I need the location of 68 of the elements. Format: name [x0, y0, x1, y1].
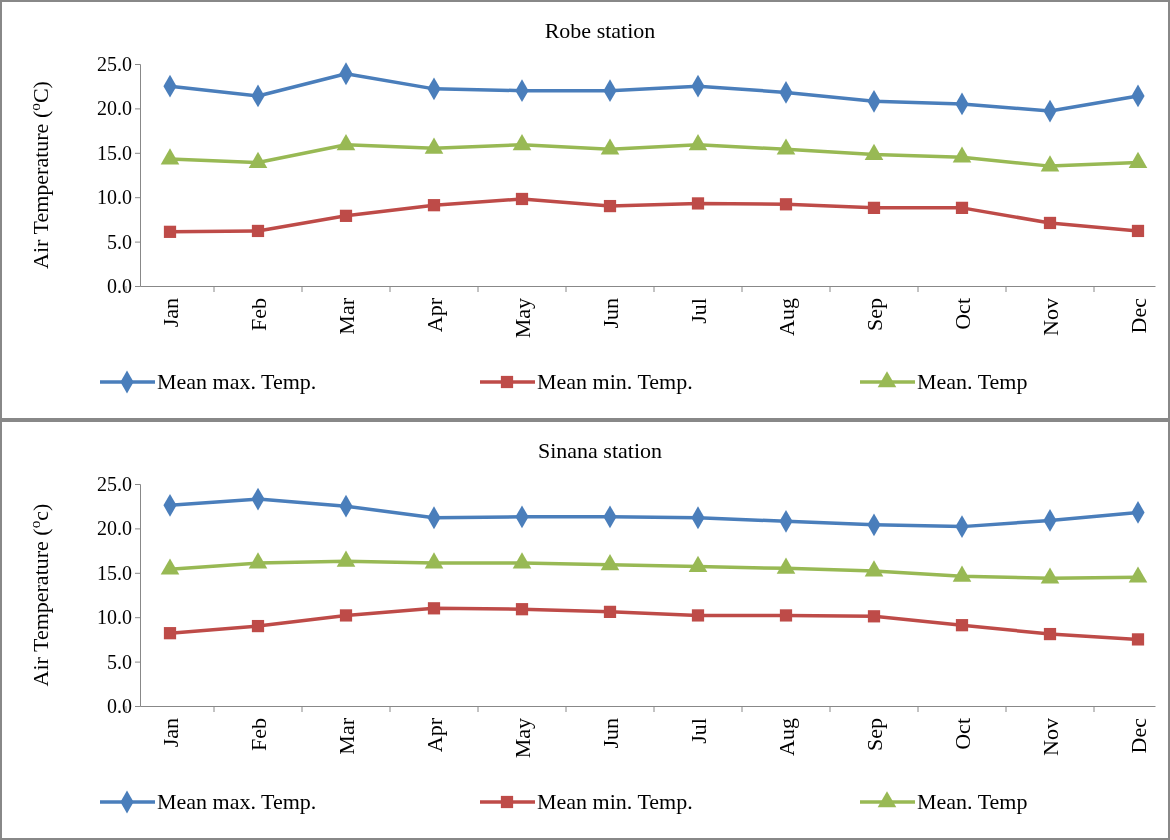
point [1043, 216, 1057, 230]
y-tick-label: 15.0 [97, 141, 132, 164]
point [603, 605, 617, 618]
y-tick-label: 25.0 [97, 52, 132, 75]
point [339, 209, 353, 222]
y-tick-label: 10.0 [97, 606, 132, 629]
x-tick-label: Jan [158, 298, 183, 328]
x-tick-label: Mar [334, 297, 359, 335]
x-tick-label: Jan [158, 718, 183, 748]
legend-label: Mean min. Temp. [537, 789, 693, 814]
y-tick-label: 20.0 [97, 97, 132, 120]
legend-label: Mean. Temp [917, 369, 1028, 394]
x-tick-label: Jul [686, 298, 711, 324]
x-tick-label: Apr [422, 297, 447, 333]
legend-label: Mean max. Temp. [157, 369, 317, 394]
y-tick-label: 25.0 [97, 472, 132, 495]
point [339, 609, 353, 622]
chart-title: Robe station [544, 18, 656, 43]
point [1131, 224, 1145, 238]
legend-label: Mean min. Temp. [537, 369, 693, 394]
x-tick-label: Mar [334, 717, 359, 755]
point [779, 609, 793, 622]
x-tick-label: Aug [774, 718, 799, 756]
x-tick-label: Nov [1038, 298, 1063, 336]
y-tick-label: 0.0 [107, 274, 132, 297]
x-tick-label: Feb [246, 718, 271, 751]
legend-label: Mean. Temp [917, 789, 1028, 814]
x-tick-label: Dec [1126, 717, 1151, 754]
point [251, 224, 265, 238]
legend-label: Mean max. Temp. [157, 789, 317, 814]
x-tick-label: May [510, 718, 535, 759]
x-tick-label: Jun [598, 718, 623, 749]
point [867, 201, 881, 214]
x-tick-label: Sep [862, 298, 887, 331]
point [1131, 633, 1145, 646]
y-tick-label: 15.0 [97, 561, 132, 584]
x-tick-label: Feb [246, 298, 271, 331]
point [691, 609, 705, 622]
point [427, 602, 441, 615]
point [163, 225, 177, 238]
x-tick-label: Sep [862, 718, 887, 751]
y-tick-label: 5.0 [107, 230, 132, 253]
y-tick-label: 0.0 [107, 694, 132, 717]
x-tick-label: Dec [1126, 297, 1151, 334]
y-tick-label: 20.0 [97, 517, 132, 540]
x-tick-label: Jul [686, 718, 711, 744]
point [163, 627, 177, 640]
point [251, 619, 265, 633]
x-tick-label: Apr [422, 717, 447, 753]
x-tick-label: Jun [598, 298, 623, 329]
x-tick-label: Oct [950, 298, 975, 330]
point [691, 197, 705, 210]
point [515, 192, 529, 206]
point [515, 603, 529, 616]
point [955, 619, 969, 632]
y-tick-label: 10.0 [97, 186, 132, 209]
point [867, 610, 881, 623]
x-tick-label: May [510, 298, 535, 339]
x-tick-label: Aug [774, 298, 799, 336]
point [779, 198, 793, 211]
point [955, 201, 969, 214]
x-tick-label: Oct [950, 718, 975, 750]
chart-title: Sinana station [537, 438, 663, 463]
point [1043, 627, 1057, 641]
point [603, 199, 617, 213]
y-tick-label: 5.0 [107, 650, 132, 673]
point [427, 199, 441, 212]
x-tick-label: Nov [1038, 718, 1063, 756]
